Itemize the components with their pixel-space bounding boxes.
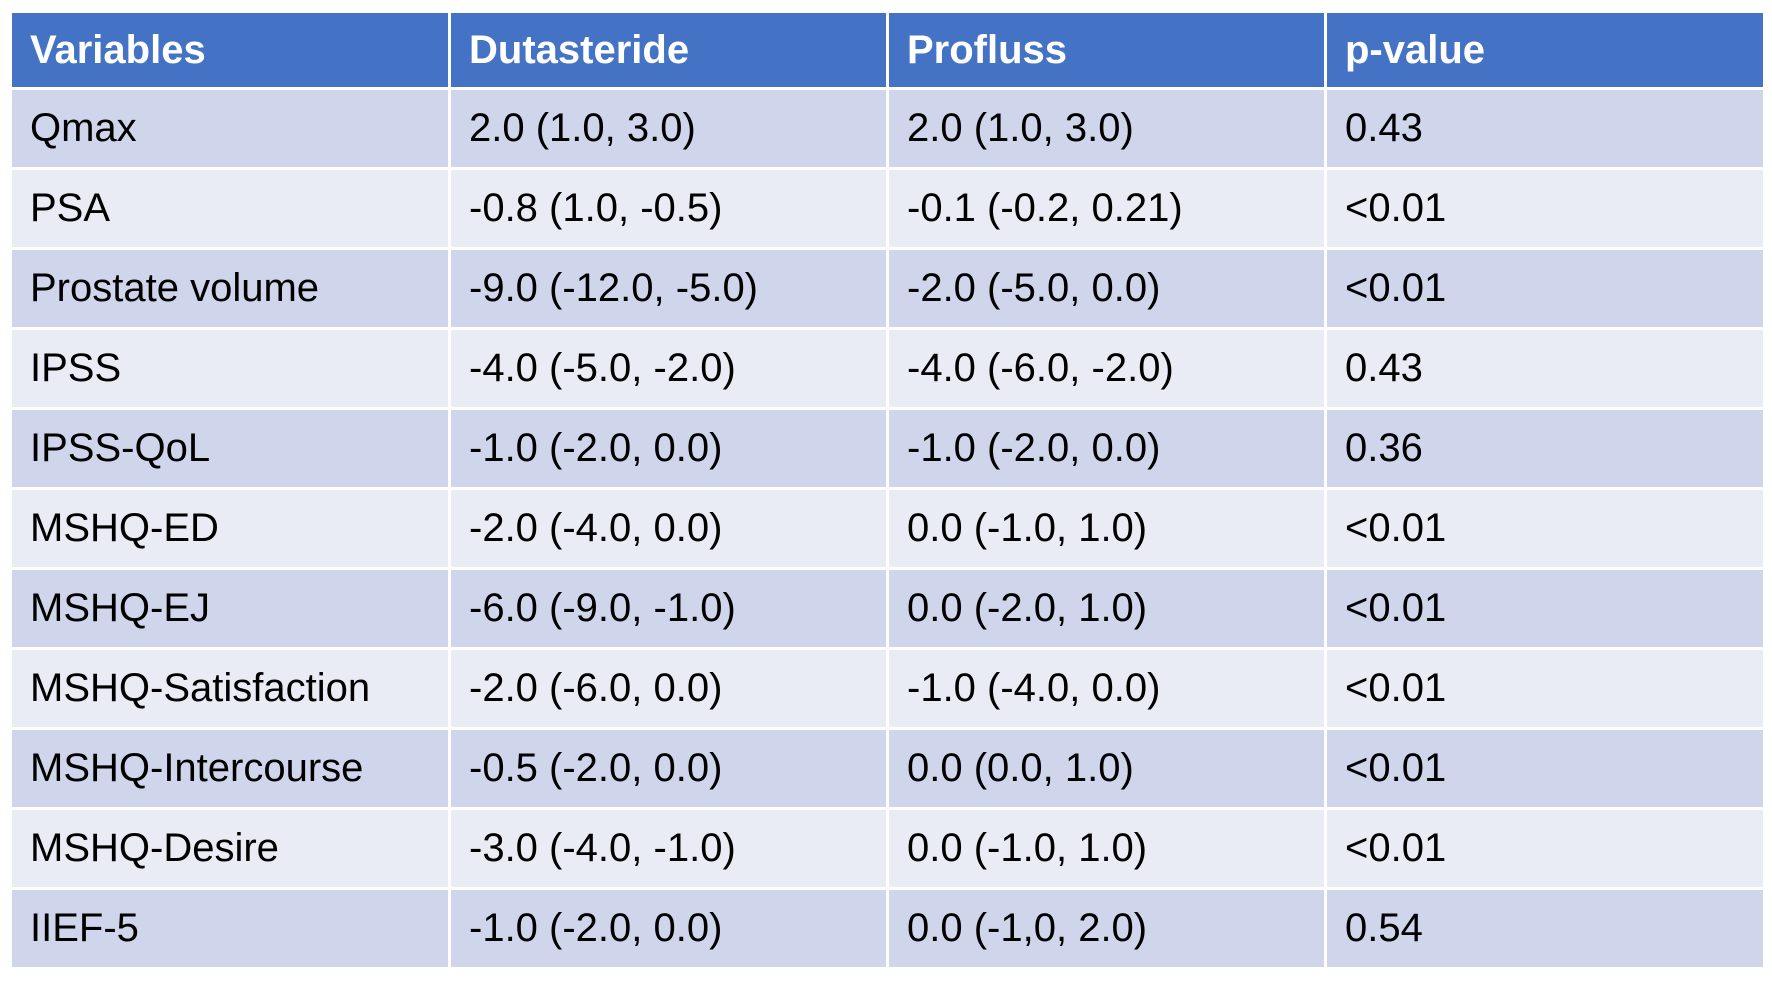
results-table-container: Variables Dutasteride Profluss p-value Q… (9, 10, 1766, 970)
header-p-value: p-value (1324, 10, 1766, 90)
table-header: Variables Dutasteride Profluss p-value (9, 10, 1766, 90)
cell-p-value: <0.01 (1324, 647, 1766, 730)
cell-variable: MSHQ-Intercourse (9, 727, 451, 810)
cell-dutasteride: -2.0 (-6.0, 0.0) (448, 647, 889, 730)
cell-variable: Qmax (9, 87, 451, 170)
cell-variable: IIEF-5 (9, 887, 451, 970)
cell-dutasteride: -0.8 (1.0, -0.5) (448, 167, 889, 250)
cell-p-value: 0.54 (1324, 887, 1766, 970)
table-row: IPSS -4.0 (-5.0, -2.0) -4.0 (-6.0, -2.0) 0.… (9, 327, 1766, 410)
cell-dutasteride: -2.0 (-4.0, 0.0) (448, 487, 889, 570)
cell-dutasteride: -1.0 (-2.0, 0.0) (448, 887, 889, 970)
cell-p-value: <0.01 (1324, 727, 1766, 810)
cell-variable: MSHQ-Desire (9, 807, 451, 890)
table-row: MSHQ-EJ -6.0 (-9.0, -1.0) 0.0 (-2.0, 1.0) <… (9, 567, 1766, 650)
header-variables: Variables (9, 10, 451, 90)
cell-dutasteride: 2.0 (1.0, 3.0) (448, 87, 889, 170)
table-row: PSA -0.8 (1.0, -0.5) -0.1 (-0.2, 0.21) <0.0… (9, 167, 1766, 250)
cell-profluss: -1.0 (-2.0, 0.0) (886, 407, 1327, 490)
cell-profluss: -2.0 (-5.0, 0.0) (886, 247, 1327, 330)
cell-profluss: 0.0 (-1,0, 2.0) (886, 887, 1327, 970)
cell-profluss: 0.0 (-1.0, 1.0) (886, 807, 1327, 890)
cell-variable: IPSS-QoL (9, 407, 451, 490)
cell-profluss: -1.0 (-4.0, 0.0) (886, 647, 1327, 730)
cell-dutasteride: -9.0 (-12.0, -5.0) (448, 247, 889, 330)
cell-variable: MSHQ-ED (9, 487, 451, 570)
cell-p-value: 0.43 (1324, 87, 1766, 170)
table-row: MSHQ-Intercourse -0.5 (-2.0, 0.0) 0.0 (0.0… (9, 727, 1766, 810)
table-body: Qmax 2.0 (1.0, 3.0) 2.0 (1.0, 3.0) 0.43 PSA -… (9, 87, 1766, 970)
results-table: Variables Dutasteride Profluss p-value Q… (9, 10, 1766, 970)
cell-profluss: -4.0 (-6.0, -2.0) (886, 327, 1327, 410)
cell-dutasteride: -3.0 (-4.0, -1.0) (448, 807, 889, 890)
cell-variable: Prostate volume (9, 247, 451, 330)
cell-profluss: 0.0 (-2.0, 1.0) (886, 567, 1327, 650)
cell-p-value: 0.36 (1324, 407, 1766, 490)
cell-profluss: 2.0 (1.0, 3.0) (886, 87, 1327, 170)
cell-dutasteride: -4.0 (-5.0, -2.0) (448, 327, 889, 410)
header-profluss: Profluss (886, 10, 1327, 90)
cell-profluss: 0.0 (-1.0, 1.0) (886, 487, 1327, 570)
cell-dutasteride: -1.0 (-2.0, 0.0) (448, 407, 889, 490)
cell-p-value: 0.43 (1324, 327, 1766, 410)
table-row: MSHQ-ED -2.0 (-4.0, 0.0) 0.0 (-1.0, 1.0) <0… (9, 487, 1766, 570)
table-row: MSHQ-Satisfaction -2.0 (-6.0, 0.0) -1.0 (-… (9, 647, 1766, 730)
cell-dutasteride: -6.0 (-9.0, -1.0) (448, 567, 889, 650)
cell-p-value: <0.01 (1324, 487, 1766, 570)
header-dutasteride: Dutasteride (448, 10, 889, 90)
cell-variable: MSHQ-Satisfaction (9, 647, 451, 730)
table-row: IIEF-5 -1.0 (-2.0, 0.0) 0.0 (-1,0, 2.0) 0.5… (9, 887, 1766, 970)
header-row: Variables Dutasteride Profluss p-value (9, 10, 1766, 90)
cell-variable: IPSS (9, 327, 451, 410)
table-row: IPSS-QoL -1.0 (-2.0, 0.0) -1.0 (-2.0, 0.0)… (9, 407, 1766, 490)
cell-p-value: <0.01 (1324, 247, 1766, 330)
cell-variable: PSA (9, 167, 451, 250)
table-row: Qmax 2.0 (1.0, 3.0) 2.0 (1.0, 3.0) 0.43 (9, 87, 1766, 170)
cell-profluss: -0.1 (-0.2, 0.21) (886, 167, 1327, 250)
cell-p-value: <0.01 (1324, 167, 1766, 250)
cell-p-value: <0.01 (1324, 567, 1766, 650)
cell-p-value: <0.01 (1324, 807, 1766, 890)
cell-variable: MSHQ-EJ (9, 567, 451, 650)
table-row: MSHQ-Desire -3.0 (-4.0, -1.0) 0.0 (-1.0, 1… (9, 807, 1766, 890)
cell-profluss: 0.0 (0.0, 1.0) (886, 727, 1327, 810)
table-row: Prostate volume -9.0 (-12.0, -5.0) -2.0 (-… (9, 247, 1766, 330)
cell-dutasteride: -0.5 (-2.0, 0.0) (448, 727, 889, 810)
